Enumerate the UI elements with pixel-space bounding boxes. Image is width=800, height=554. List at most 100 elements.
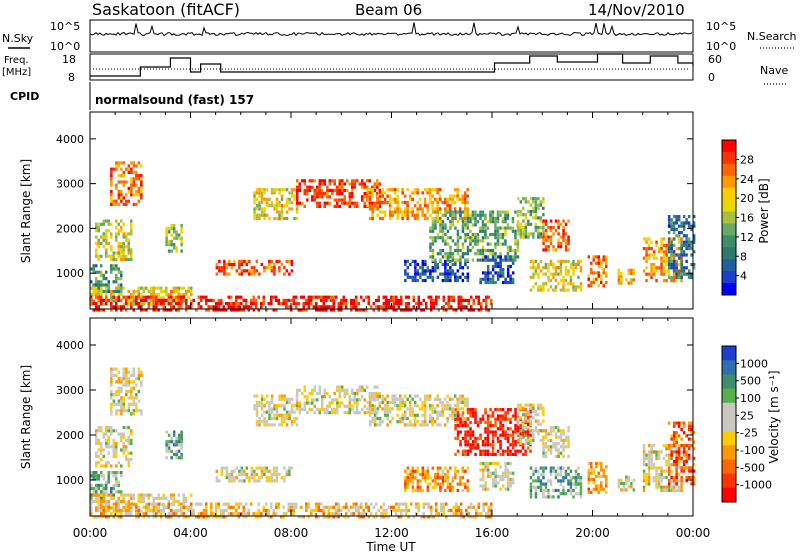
data-cell [579,485,583,489]
data-cell [451,213,455,217]
data-cell [446,278,450,283]
data-cell [127,380,131,384]
data-cell [454,210,457,214]
data-cell [296,198,299,202]
data-cell [210,505,213,509]
data-cell [647,463,651,467]
data-cell [672,227,676,231]
data-cell [407,305,410,309]
data-cell [471,210,475,214]
data-region [404,466,470,493]
data-cell [240,472,244,477]
data-cell [675,221,678,225]
data-cell [665,250,668,254]
data-cell [122,170,126,174]
data-cell [569,469,573,473]
data-cell [456,397,459,401]
data-cell [288,259,291,263]
data-cell [662,253,666,257]
data-cell [449,252,452,256]
data-cell [132,409,136,413]
data-cell [215,302,218,306]
data-cell [120,386,123,390]
data-cell [464,236,467,240]
y-tick-label: 1000 [56,267,84,280]
data-cell [456,278,460,283]
data-cell [102,245,105,249]
data-cell [265,197,269,201]
data-cell [387,305,390,309]
data-cell [677,269,681,273]
data-cell [303,395,306,399]
data-cell [665,469,668,473]
data-cell [542,197,545,201]
data-cell [142,515,145,519]
data-cell [469,449,472,453]
data-cell [600,277,603,281]
data-cell [280,302,283,306]
data-cell [677,466,681,470]
data-cell [529,222,533,226]
data-cell [275,476,279,480]
data-cell [120,245,123,249]
data-cell [135,174,138,178]
data-cell [140,298,143,302]
data-cell [117,370,121,374]
data-cell [459,417,462,421]
data-cell [408,407,412,411]
data-cell [418,197,422,201]
data-cell [318,204,321,208]
data-cell [451,223,455,227]
data-cell [172,230,176,234]
data-cell [260,188,264,192]
data-cell [115,225,118,230]
data-cell [263,197,266,201]
data-cell [433,207,437,211]
data-cell [95,222,98,226]
data-cell [257,515,260,519]
data-cell [436,469,440,473]
data-cell [313,385,316,389]
data-cell [504,487,507,491]
data-cell [102,235,105,239]
data-cell [295,394,299,398]
data-cell [112,267,115,271]
data-cell [332,295,335,299]
data-cell [544,432,548,436]
data-cell [433,197,437,201]
data-cell [165,440,168,444]
data-cell [519,235,523,239]
data-cell [491,274,495,278]
data-cell [170,512,173,516]
data-cell [322,298,325,302]
data-cell [542,466,545,470]
data-cell [317,508,320,513]
data-cell [396,404,399,408]
data-cell [466,216,470,221]
data-cell [426,210,429,214]
data-cell [222,305,225,309]
data-cell [142,298,145,302]
data-cell [645,463,648,467]
data-cell [425,305,428,309]
data-cell [459,430,462,434]
data-cell [283,466,286,470]
data-cell [97,477,100,481]
data-cell [100,503,103,507]
data-cell [180,243,183,247]
data-cell [569,275,573,279]
data-cell [461,488,465,493]
data-cell [484,436,487,440]
data-cell [454,469,457,473]
data-cell [338,401,341,405]
data-cell [449,213,452,217]
data-cell [414,269,417,273]
data-cell [511,277,515,281]
data-cell [547,275,550,279]
data-cell [351,391,354,396]
data-cell [401,191,404,195]
data-cell [336,407,339,412]
data-cell [260,469,264,473]
data-cell [318,388,321,392]
data-cell [267,508,270,513]
